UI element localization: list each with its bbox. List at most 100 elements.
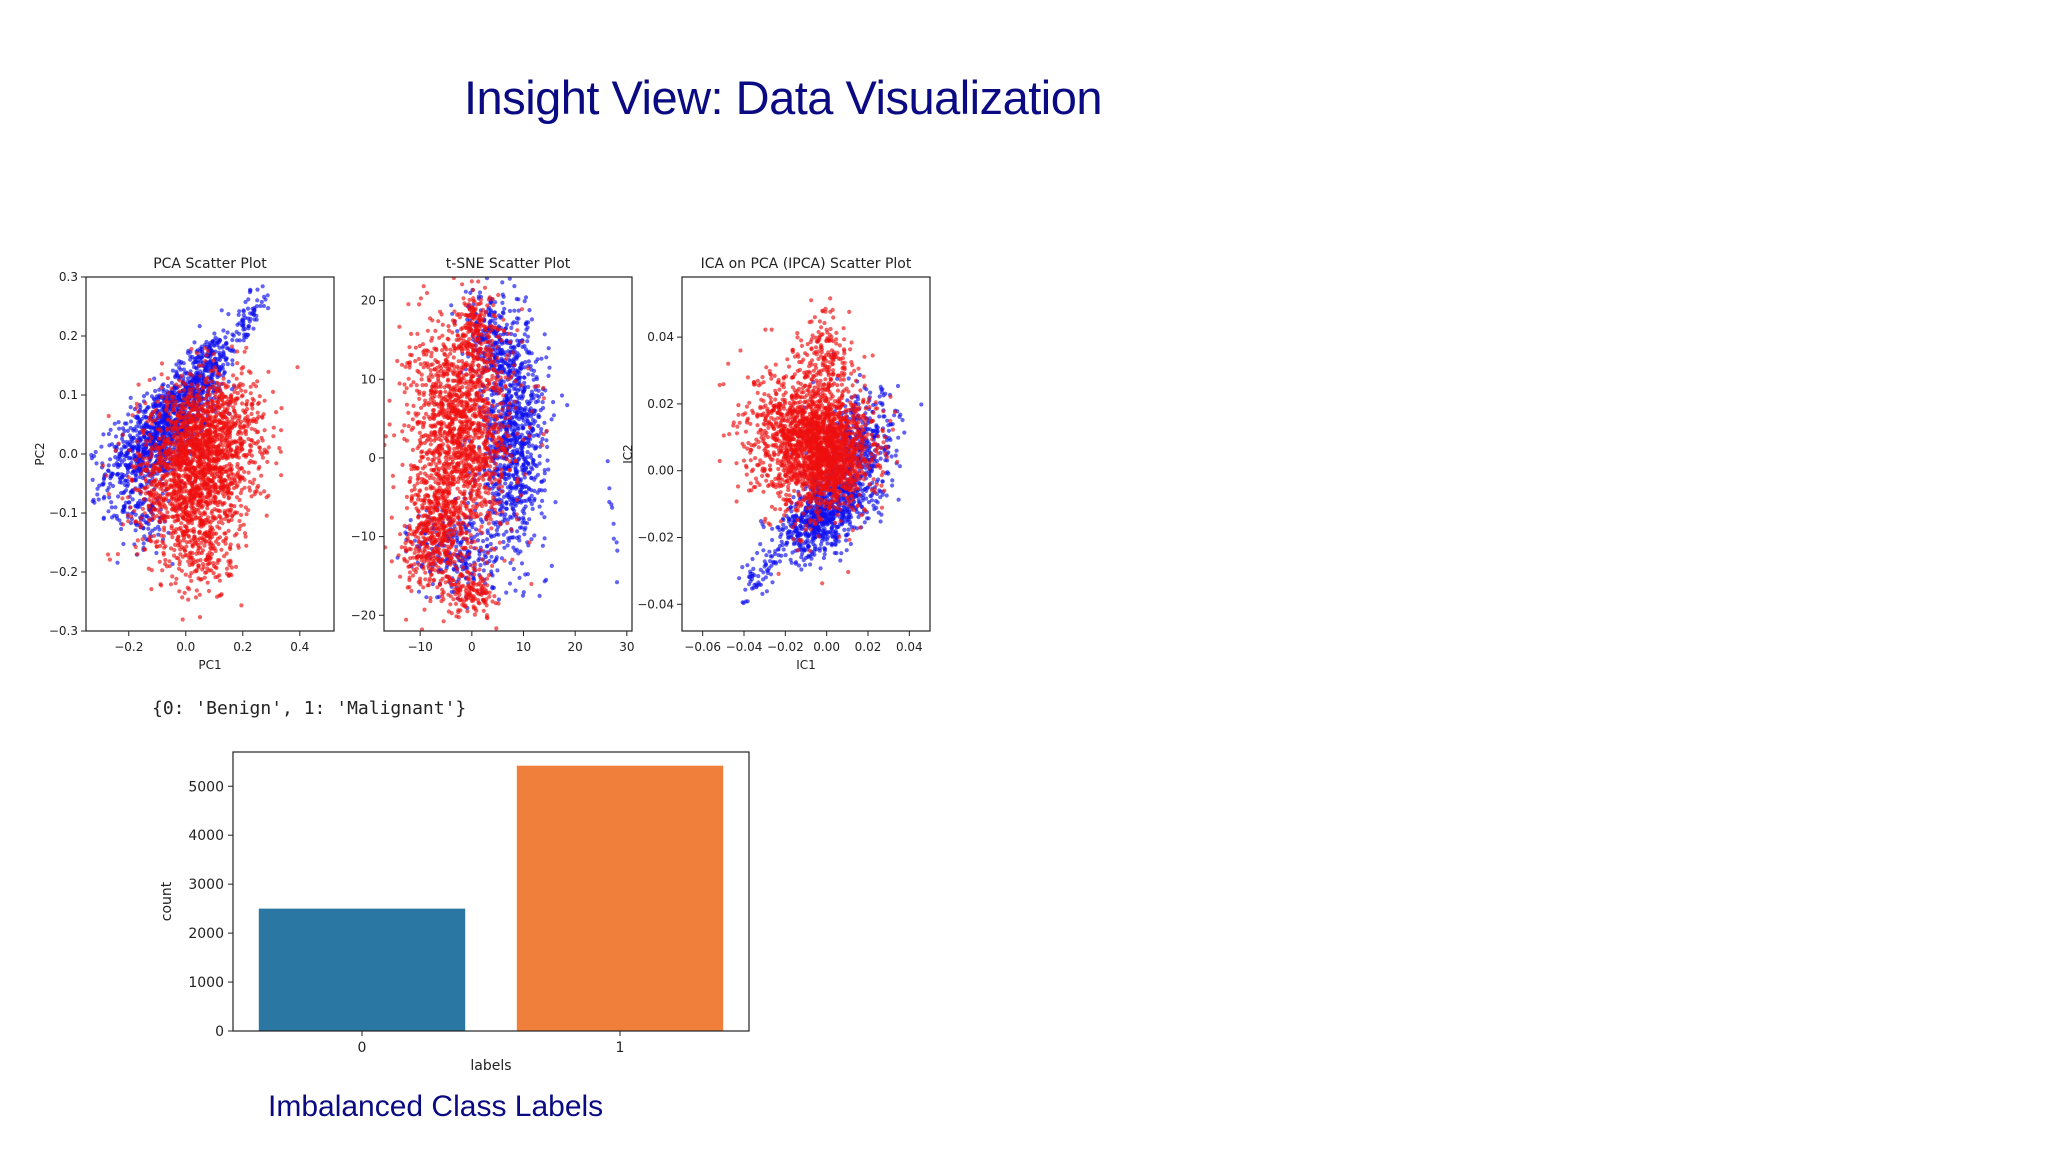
scatter-point-class-1 — [126, 475, 131, 480]
scatter-point-class-0 — [501, 532, 506, 537]
scatter-point-class-1 — [182, 453, 187, 459]
scatter-point-class-1 — [200, 363, 205, 368]
scatter-point-class-1 — [176, 489, 181, 495]
scatter-point-class-1 — [178, 552, 183, 557]
scatter-point-class-0 — [248, 287, 253, 292]
scatter-point-class-1 — [183, 572, 188, 577]
scatter-point-class-0 — [511, 344, 516, 349]
scatter-point-class-1 — [195, 437, 200, 443]
scatter-point-class-1 — [177, 496, 182, 502]
scatter-point-class-0 — [149, 394, 154, 399]
scatter-point-class-0 — [549, 417, 554, 422]
scatter-point-class-1 — [232, 478, 237, 483]
scatter-point-class-1 — [254, 430, 259, 435]
scatter-point-class-1 — [265, 459, 270, 464]
scatter-point-class-1 — [199, 452, 204, 457]
scatter-points — [89, 284, 300, 622]
scatter-point-class-0 — [221, 328, 226, 333]
scatter-point-class-1 — [274, 461, 279, 466]
scatter-point-class-1 — [158, 429, 163, 434]
scatter-point-class-1 — [160, 460, 165, 465]
scatter-point-class-1 — [226, 573, 231, 579]
scatter-point-class-0 — [509, 325, 514, 330]
scatter-point-class-0 — [522, 365, 527, 370]
scatter-point-class-1 — [247, 485, 252, 490]
scatter-point-class-1 — [179, 512, 184, 517]
scatter-point-class-0 — [529, 493, 534, 498]
scatter-point-class-0 — [542, 515, 547, 520]
scatter-point-class-1 — [142, 485, 147, 491]
scatter-point-class-0 — [508, 560, 513, 566]
scatter-point-class-1 — [179, 435, 184, 440]
scatter-point-class-0 — [259, 299, 264, 305]
scatter-point-class-1 — [183, 446, 188, 451]
scatter-point-class-0 — [487, 320, 492, 325]
scatter-point-class-0 — [537, 487, 542, 493]
scatter-point-class-1 — [141, 468, 146, 473]
scatter-point-class-0 — [514, 373, 520, 378]
scatter-point-class-0 — [516, 297, 521, 302]
scatter-point-class-1 — [205, 393, 210, 398]
scatter-point-class-0 — [504, 529, 509, 534]
scatter-point-class-0 — [508, 383, 513, 388]
scatter-point-class-1 — [184, 540, 189, 545]
scatter-point-class-1 — [240, 447, 245, 452]
scatter-point-class-1 — [184, 461, 189, 466]
scatter-point-class-1 — [204, 408, 210, 414]
scatter-panel-1: PCA Scatter Plot−0.2 0.0 0.2 0.40.30.20.10.… — [33, 256, 335, 672]
scatter-point-class-1 — [196, 443, 201, 448]
scatter-point-class-1 — [220, 443, 225, 448]
scatter-point-class-0 — [498, 462, 503, 468]
scatter-point-class-1 — [206, 561, 211, 566]
scatter-point-class-1 — [174, 403, 179, 408]
scatter-point-class-1 — [188, 489, 193, 494]
scatter-point-class-1 — [262, 489, 267, 494]
scatter-point-class-0 — [522, 380, 527, 385]
scatter-point-class-1 — [157, 436, 162, 441]
scatter-point-class-0 — [217, 350, 222, 355]
scatter-point-class-0 — [108, 427, 113, 432]
scatter-point-class-1 — [197, 530, 202, 535]
scatter-point-class-1 — [194, 588, 199, 593]
scatter-point-class-0 — [133, 504, 138, 509]
scatter-point-class-0 — [489, 554, 494, 559]
scatter-point-class-1 — [167, 559, 172, 564]
scatter-point-class-1 — [235, 391, 240, 396]
scatter-point-class-0 — [516, 343, 521, 348]
scatter-point-class-0 — [516, 426, 521, 431]
scatter-point-class-0 — [501, 539, 506, 545]
scatter-point-class-1 — [154, 514, 159, 519]
scatter-point-class-1 — [141, 497, 146, 502]
scatter-point-class-1 — [217, 509, 222, 514]
scatter-point-class-0 — [241, 313, 246, 318]
scatter-point-class-1 — [219, 592, 224, 597]
scatter-point-class-0 — [527, 517, 532, 522]
scatter-point-class-0 — [152, 430, 157, 435]
scatter-point-class-1 — [165, 376, 170, 381]
scatter-point-class-0 — [520, 482, 525, 488]
scatter-point-class-1 — [215, 560, 220, 566]
scatter-point-class-1 — [153, 540, 158, 545]
scatter-point-class-1 — [130, 478, 135, 484]
scatter-point-class-0 — [501, 434, 506, 439]
scatter-point-class-0 — [192, 365, 197, 370]
scatter-point-class-1 — [194, 541, 199, 547]
scatter-point-class-0 — [503, 481, 508, 486]
scatter-point-class-0 — [494, 555, 499, 560]
scatter-point-class-1 — [195, 431, 200, 436]
scatter-point-class-0 — [534, 376, 540, 382]
scatter-point-class-1 — [163, 557, 168, 563]
scatter-point-class-1 — [197, 516, 202, 522]
scatter-point-class-1 — [187, 410, 193, 415]
scatter-point-class-0 — [524, 411, 529, 416]
scatter-point-class-1 — [199, 577, 204, 582]
scatter-point-class-0 — [532, 533, 537, 538]
y-tick-label: −0.2 — [49, 565, 78, 579]
scatter-point-class-1 — [199, 536, 204, 541]
scatter-point-class-0 — [94, 461, 99, 466]
scatter-point-class-1 — [235, 361, 240, 366]
scatter-point-class-1 — [202, 531, 207, 536]
scatter-point-class-1 — [190, 544, 195, 549]
scatter-point-class-1 — [228, 510, 233, 515]
scatter-point-class-0 — [193, 356, 199, 361]
